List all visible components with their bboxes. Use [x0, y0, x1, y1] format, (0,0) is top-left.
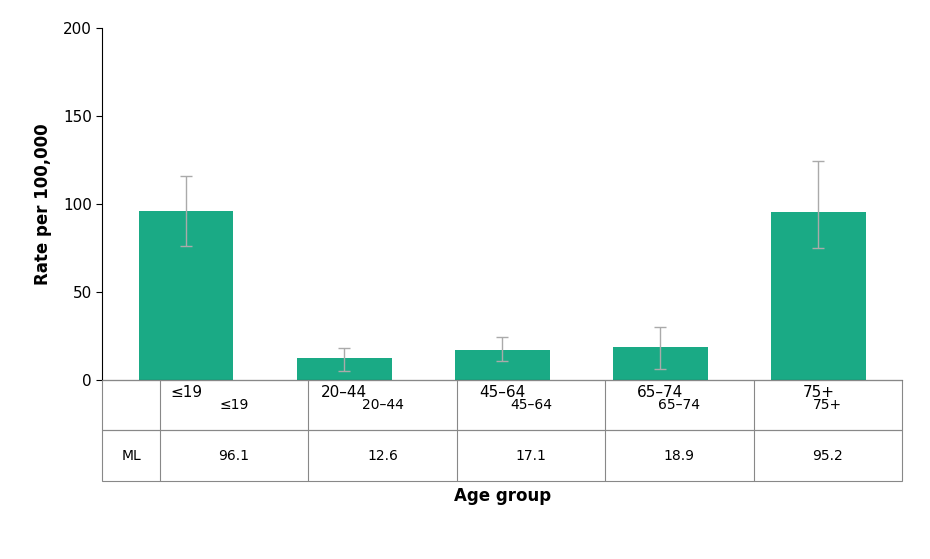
Text: 17.1: 17.1: [515, 448, 547, 463]
Text: ML: ML: [121, 448, 141, 463]
Text: 65–74: 65–74: [658, 398, 700, 413]
Text: 96.1: 96.1: [219, 448, 249, 463]
Text: 45–64: 45–64: [510, 398, 552, 413]
Text: 20–44: 20–44: [362, 398, 404, 413]
Text: 18.9: 18.9: [664, 448, 695, 463]
Text: 95.2: 95.2: [813, 448, 844, 463]
Bar: [613, 347, 708, 380]
Text: ≤19: ≤19: [219, 398, 249, 413]
Text: Age group: Age group: [454, 487, 551, 505]
Bar: [771, 212, 866, 380]
Bar: [139, 211, 233, 380]
Bar: [455, 350, 550, 380]
Bar: [297, 358, 392, 380]
Y-axis label: Rate per 100,000: Rate per 100,000: [33, 123, 52, 285]
Text: 12.6: 12.6: [367, 448, 398, 463]
Text: 75+: 75+: [814, 398, 843, 413]
